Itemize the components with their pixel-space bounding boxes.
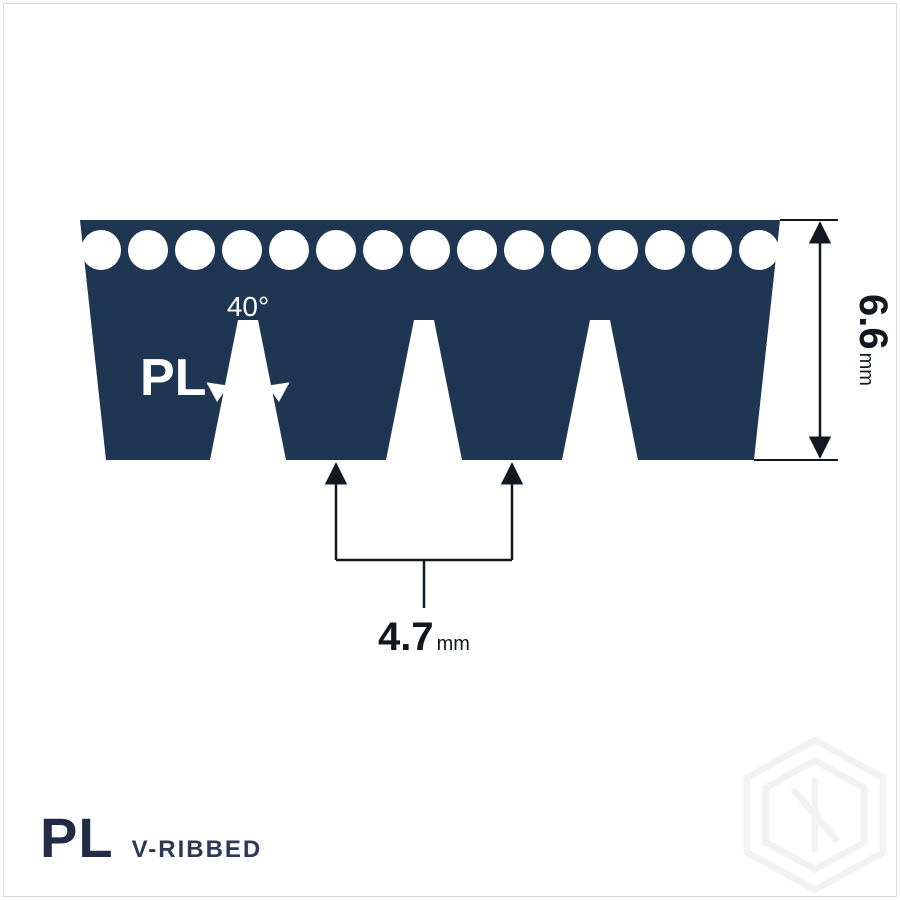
- product-type: V-RIBBED: [132, 836, 263, 864]
- tension-cord-holes: [81, 230, 779, 270]
- brand-hexagon-icon: [730, 730, 900, 900]
- footer-label: PL V-RIBBED: [40, 805, 262, 870]
- belt-overlay-code: PL: [140, 349, 206, 407]
- product-code: PL: [40, 805, 114, 870]
- pitch-value: 4.7mm: [378, 615, 470, 659]
- pitch-annotation: 4.7mm: [336, 464, 512, 659]
- angle-value: 40°: [227, 291, 269, 322]
- height-value: 6.6mm: [851, 294, 895, 386]
